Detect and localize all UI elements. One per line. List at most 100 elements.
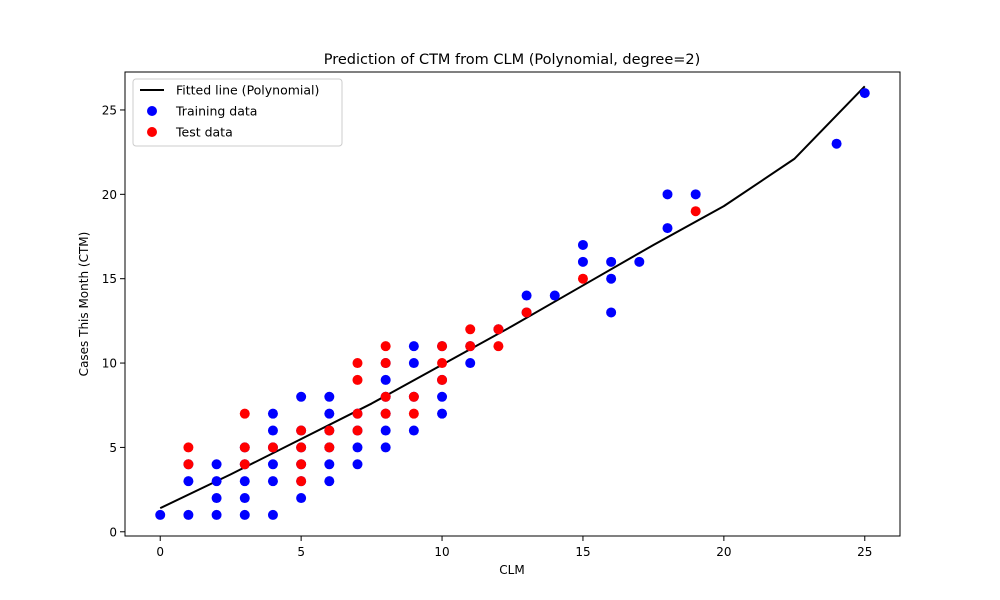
y-axis-label: Cases This Month (CTM)	[77, 232, 91, 377]
training-point	[239, 509, 250, 520]
test-point	[183, 459, 194, 470]
training-point	[437, 391, 448, 402]
training-point	[296, 493, 307, 504]
training-point	[352, 442, 363, 453]
training-point	[408, 425, 419, 436]
y-tick-label: 15	[102, 272, 117, 286]
training-point	[549, 290, 560, 301]
legend-label-fitted: Fitted line (Polynomial)	[176, 83, 319, 98]
training-point	[606, 256, 617, 267]
test-point	[465, 324, 476, 335]
test-point	[296, 442, 307, 453]
test-data-series	[183, 206, 701, 487]
test-point	[239, 442, 250, 453]
test-point	[465, 341, 476, 352]
x-tick-label: 15	[575, 545, 590, 559]
x-axis-ticks: 0 5 10 15 20 25	[156, 536, 872, 559]
test-point	[380, 408, 391, 419]
test-point	[493, 341, 504, 352]
training-point	[380, 374, 391, 385]
y-tick-label: 20	[102, 188, 117, 202]
test-point	[380, 341, 391, 352]
training-point	[211, 509, 222, 520]
training-point	[183, 476, 194, 487]
test-point	[493, 324, 504, 335]
y-axis-ticks: 0 5 10 15 20 25	[102, 103, 125, 539]
test-point	[380, 391, 391, 402]
training-point	[267, 425, 278, 436]
test-point	[183, 442, 194, 453]
test-point	[324, 442, 335, 453]
training-point	[577, 256, 588, 267]
training-point	[267, 509, 278, 520]
training-point	[155, 509, 166, 520]
x-tick-label: 0	[156, 545, 164, 559]
fitted-line	[159, 85, 866, 510]
test-point	[296, 425, 307, 436]
training-point	[324, 476, 335, 487]
training-point	[577, 239, 588, 250]
y-tick-label: 10	[102, 357, 117, 371]
training-point	[324, 391, 335, 402]
training-point	[380, 442, 391, 453]
test-point	[521, 307, 532, 318]
x-tick-label: 20	[716, 545, 731, 559]
x-axis-label: CLM	[499, 563, 524, 577]
test-point	[239, 408, 250, 419]
training-point	[690, 189, 701, 200]
x-tick-label: 10	[434, 545, 449, 559]
fitted-line-series	[159, 85, 866, 510]
x-tick-label: 25	[857, 545, 872, 559]
test-point	[380, 358, 391, 369]
training-point	[324, 459, 335, 470]
test-point	[437, 358, 448, 369]
test-point	[267, 442, 278, 453]
training-point	[465, 358, 476, 369]
chart-title: Prediction of CTM from CLM (Polynomial, …	[324, 52, 701, 68]
test-point	[408, 408, 419, 419]
training-point	[211, 476, 222, 487]
legend-box	[132, 78, 343, 147]
training-point	[408, 341, 419, 352]
y-tick-label: 5	[109, 441, 117, 455]
test-point	[437, 374, 448, 385]
training-point	[211, 493, 222, 504]
training-point	[352, 459, 363, 470]
test-point	[408, 391, 419, 402]
test-point	[352, 358, 363, 369]
training-point	[662, 223, 673, 234]
test-point	[296, 459, 307, 470]
training-point	[437, 408, 448, 419]
test-point	[296, 476, 307, 487]
training-point	[606, 273, 617, 284]
y-tick-label: 0	[109, 525, 117, 539]
axes-frame	[124, 71, 901, 537]
y-tick-label: 25	[102, 103, 117, 117]
legend-label-training: Training data	[175, 104, 257, 119]
test-point	[324, 425, 335, 436]
legend-label-test: Test data	[175, 125, 233, 140]
training-point	[634, 256, 645, 267]
training-point	[267, 408, 278, 419]
x-tick-label: 5	[297, 545, 305, 559]
test-point	[690, 206, 701, 217]
test-point	[352, 408, 363, 419]
training-point	[267, 459, 278, 470]
plot-area	[155, 85, 870, 520]
training-point	[859, 88, 870, 99]
training-point	[239, 493, 250, 504]
training-point	[408, 358, 419, 369]
legend-training-marker	[147, 106, 157, 116]
training-point	[521, 290, 532, 301]
test-point	[577, 273, 588, 284]
training-point	[267, 476, 278, 487]
training-point	[380, 425, 391, 436]
training-point	[296, 391, 307, 402]
legend: Fitted line (Polynomial) Training data T…	[132, 78, 343, 147]
training-point	[662, 189, 673, 200]
test-point	[239, 459, 250, 470]
training-point	[606, 307, 617, 318]
training-point	[831, 138, 842, 149]
training-point	[183, 509, 194, 520]
